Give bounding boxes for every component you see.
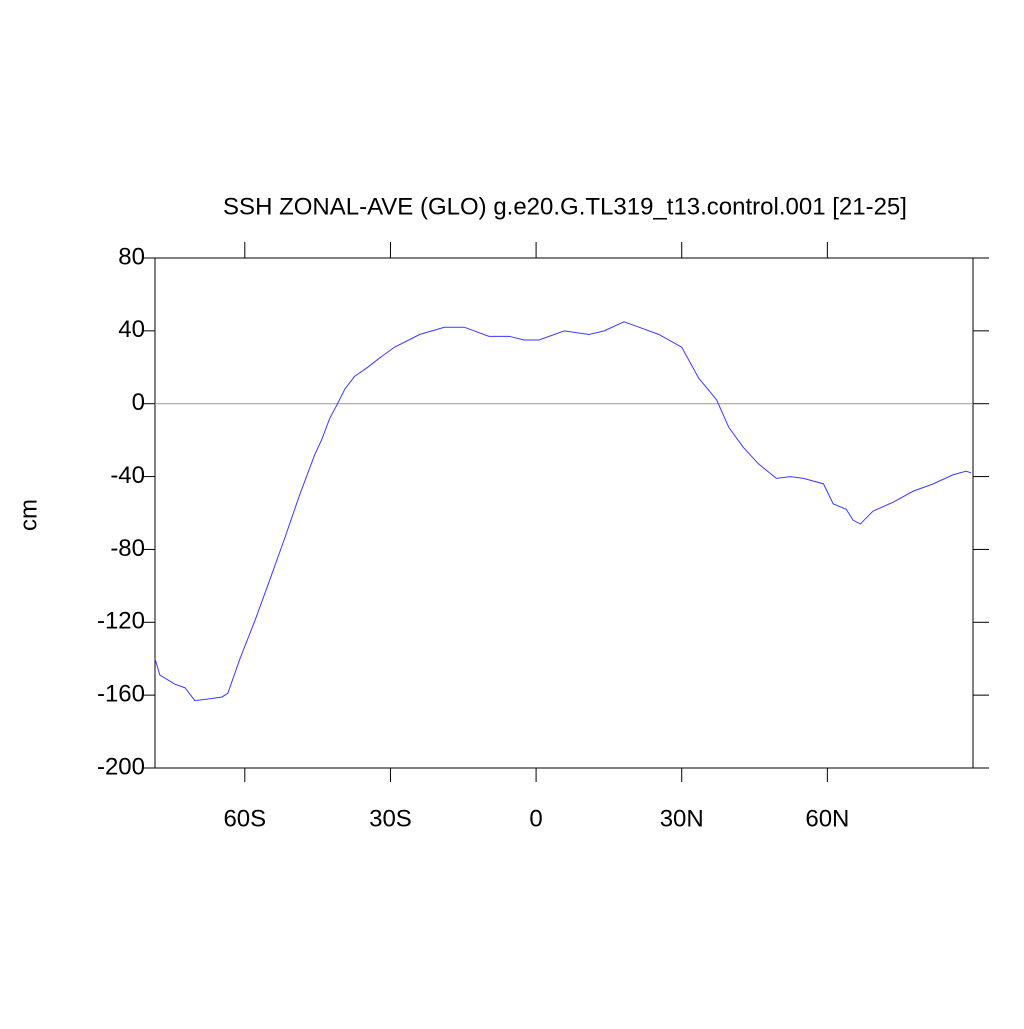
y-tick-label: -40	[110, 462, 145, 489]
y-tick-label: 40	[118, 316, 145, 343]
chart-title: SSH ZONAL-AVE (GLO) g.e20.G.TL319_t13.co…	[223, 193, 907, 220]
y-tick-label: 0	[132, 389, 145, 416]
y-tick-label: -200	[97, 753, 145, 780]
x-tick-label: 30N	[660, 805, 704, 832]
y-tick-label: -80	[110, 535, 145, 562]
y-tick-label: 80	[118, 243, 145, 270]
y-tick-label: -120	[97, 608, 145, 635]
x-tick-label: 0	[529, 805, 542, 832]
x-tick-label: 60N	[805, 805, 849, 832]
data-line	[154, 321, 972, 702]
x-tick-label: 30S	[369, 805, 412, 832]
y-tick-label: -160	[97, 680, 145, 707]
y-axis-label: cm	[15, 499, 42, 531]
plot-frame	[154, 257, 974, 769]
x-tick-label: 60S	[223, 805, 266, 832]
